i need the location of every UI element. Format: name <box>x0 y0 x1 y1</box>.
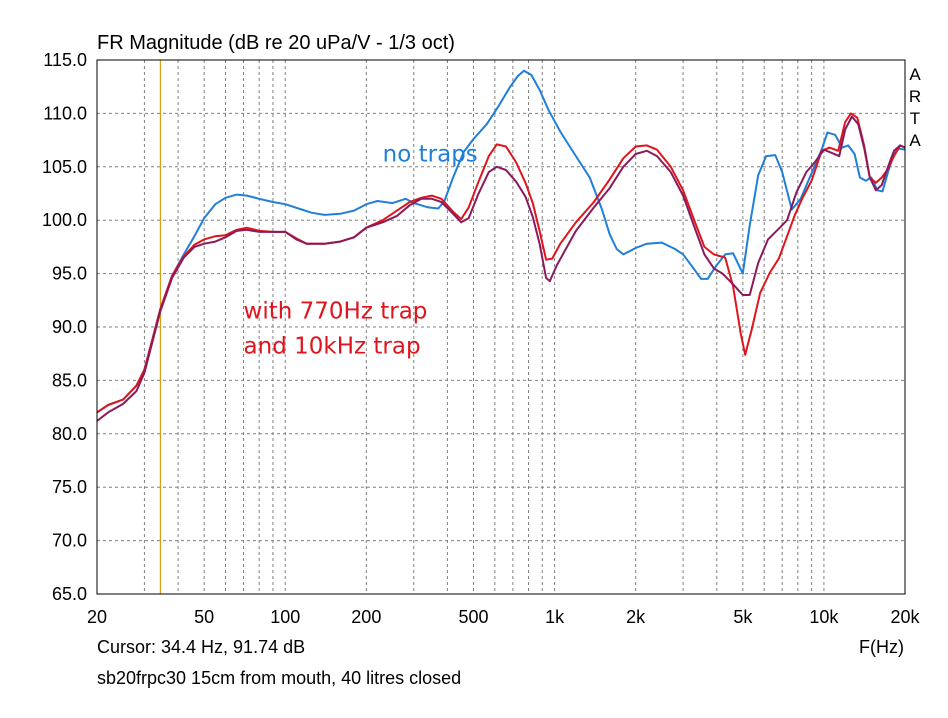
y-tick-label: 70.0 <box>52 531 87 551</box>
series-line-1 <box>96 69 906 414</box>
y-tick-label: 65.0 <box>52 584 87 604</box>
plot-frame <box>96 59 906 595</box>
brand-letter: A <box>909 131 921 150</box>
x-axis-label: F(Hz) <box>859 637 904 657</box>
chart-annotation: no traps <box>383 141 478 167</box>
brand-letter: R <box>909 87 921 106</box>
y-tick-labels: 65.0 70.0 75.0 80.0 85.0 90.0 95.0 100.0 105.0 11… <box>42 50 87 604</box>
x-tick-label: 2k <box>626 607 646 627</box>
measurement-description: sb20frpc30 15cm from mouth, 40 litres cl… <box>97 668 461 688</box>
x-tick-labels: 20 50 100 200 500 1k 2k 5k 10k 20k <box>87 607 921 627</box>
y-tick-label: 75.0 <box>52 477 87 497</box>
chart-annotation: with 770Hz trap <box>244 298 428 324</box>
x-tick-label: 500 <box>458 607 488 627</box>
cursor-readout: Cursor: 34.4 Hz, 91.74 dB <box>97 637 305 657</box>
x-tick-label: 50 <box>194 607 214 627</box>
series-line-3 <box>96 115 906 422</box>
annotations: no traps with 770Hz trap and 10kHz trap <box>244 141 478 359</box>
x-tick-label: 5k <box>733 607 753 627</box>
x-tick-label: 200 <box>351 607 381 627</box>
chart-annotation: and 10kHz trap <box>244 334 421 360</box>
y-tick-label: 100.0 <box>42 210 87 230</box>
x-tick-label: 100 <box>270 607 300 627</box>
brand-letter: A <box>909 65 921 84</box>
brand-letter: T <box>910 109 920 128</box>
chart-title: FR Magnitude (dB re 20 uPa/V - 1/3 oct) <box>97 32 455 54</box>
x-tick-label: 1k <box>545 607 565 627</box>
y-tick-label: 95.0 <box>52 264 87 284</box>
x-tick-label: 10k <box>809 607 839 627</box>
y-tick-label: 90.0 <box>52 317 87 337</box>
x-tick-label: 20k <box>890 607 920 627</box>
series-line-2 <box>96 112 906 414</box>
y-tick-label: 105.0 <box>42 157 87 177</box>
y-tick-label: 115.0 <box>43 50 87 70</box>
y-tick-label: 110.0 <box>43 103 87 123</box>
x-tick-label: 20 <box>87 607 107 627</box>
y-tick-label: 80.0 <box>52 424 87 444</box>
grid-lines <box>97 60 905 594</box>
series-lines <box>96 69 906 422</box>
y-tick-label: 85.0 <box>52 370 87 390</box>
